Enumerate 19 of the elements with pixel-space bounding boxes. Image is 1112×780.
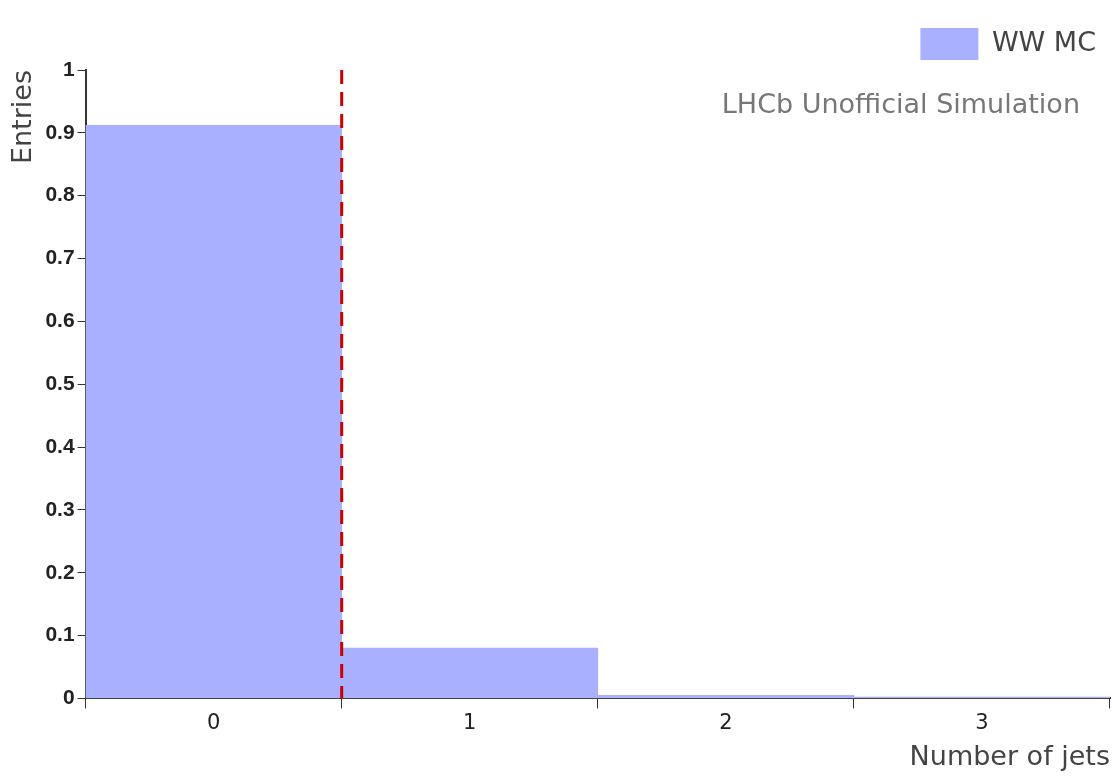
- y-tick-label: 0.8: [45, 182, 75, 206]
- x-tick-label: 1: [463, 710, 477, 735]
- x-tick-label: 2: [719, 710, 733, 735]
- y-tick-label: 0.3: [45, 496, 75, 520]
- y-tick-label: 0.5: [45, 371, 75, 394]
- x-axis-title: Number of jets: [909, 739, 1110, 771]
- y-tick-label: 0.7: [45, 245, 75, 269]
- y-tick-label: 0.2: [45, 559, 75, 583]
- y-tick-label: 1: [62, 56, 75, 80]
- y-tick-label: 0.1: [45, 622, 75, 646]
- y-tick-label: 0.9: [45, 119, 75, 143]
- x-tick-label: 0: [206, 710, 221, 735]
- annotation: LHCb Unofficial Simulation: [721, 88, 1080, 120]
- y-axis-title: Entries: [6, 70, 38, 165]
- y-tick-label: 0: [62, 685, 75, 709]
- y-tick-label: 0.6: [45, 308, 75, 332]
- x-tick-label: 3: [975, 710, 989, 735]
- y-tick-label: 0.4: [45, 433, 75, 457]
- legend-label: WW MC: [991, 26, 1096, 58]
